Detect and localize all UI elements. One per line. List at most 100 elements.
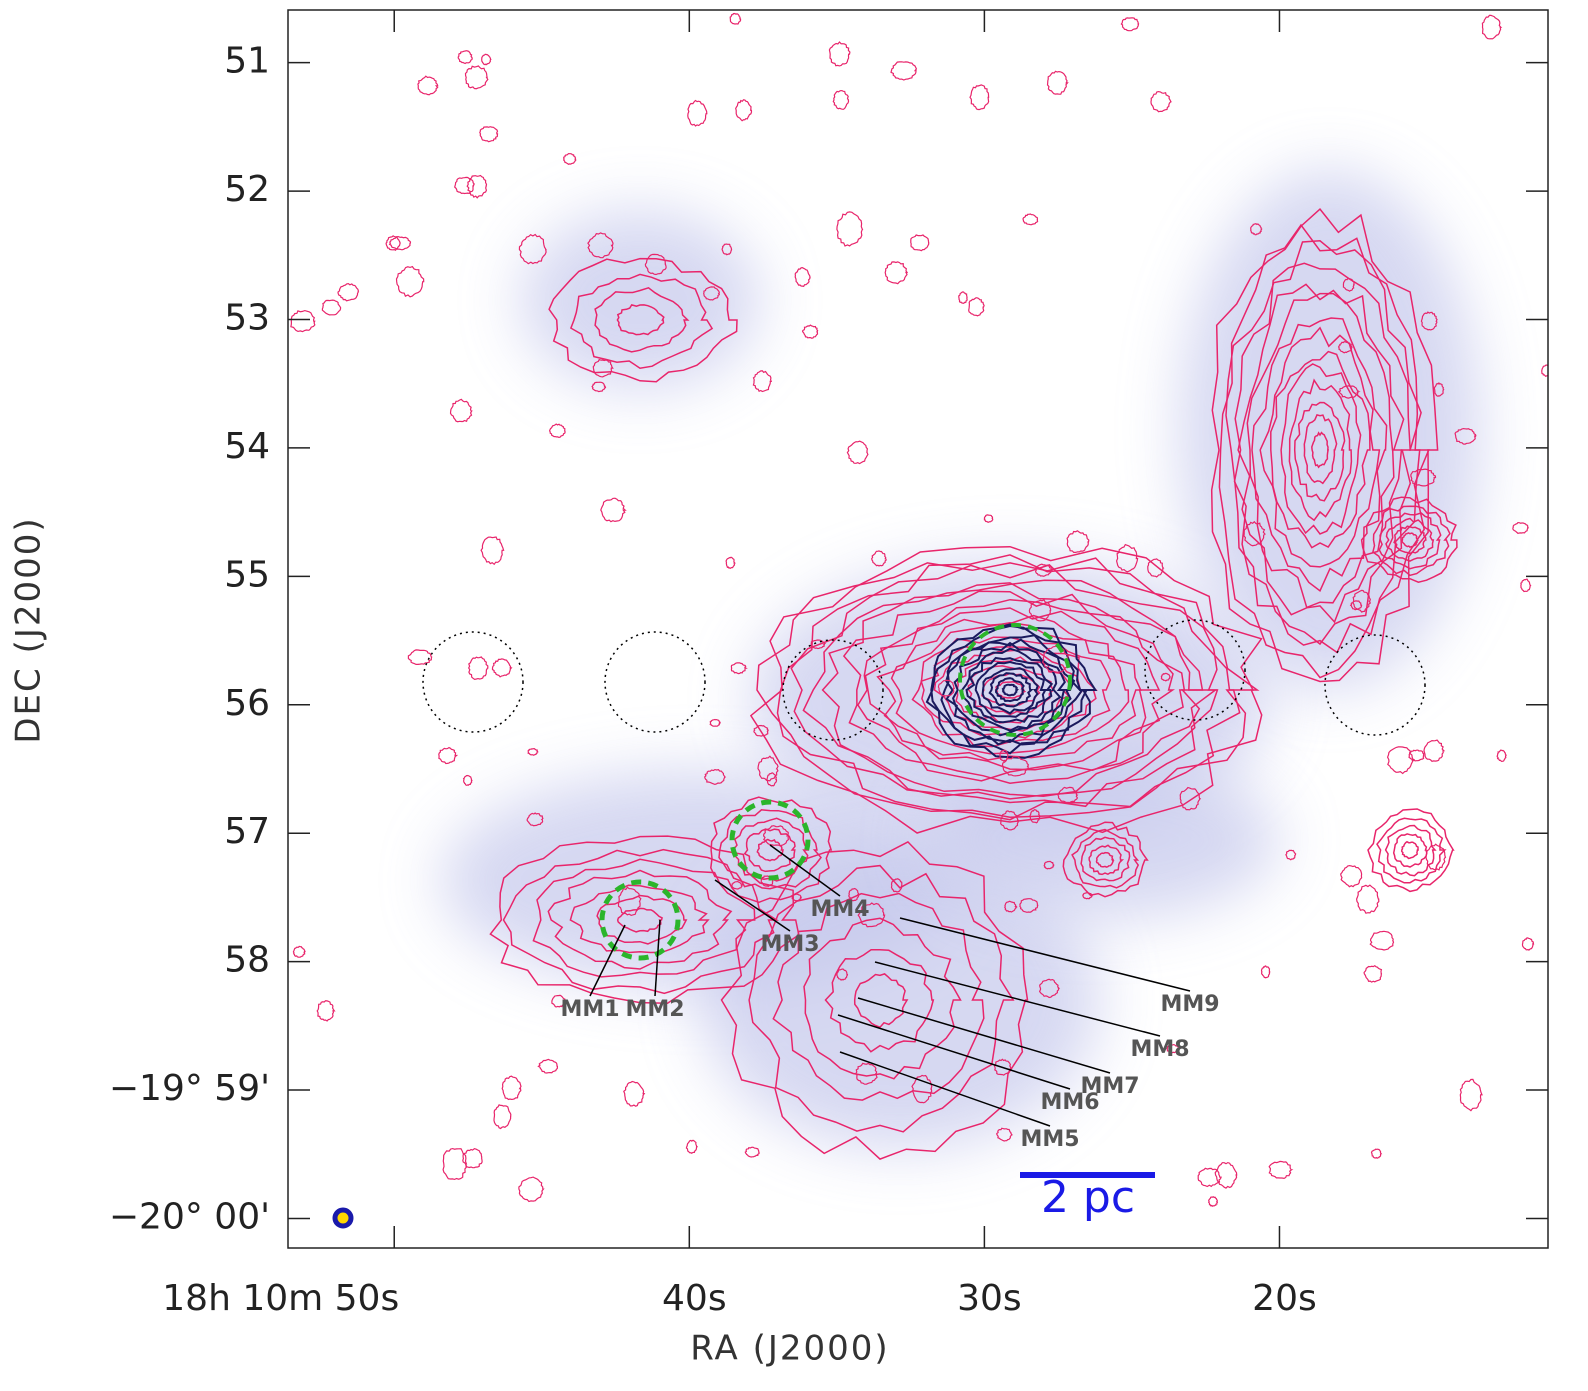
- contour: [1218, 223, 1430, 679]
- contour: [616, 907, 663, 933]
- contour: [587, 232, 614, 259]
- contour: [832, 89, 850, 110]
- contour: [1179, 786, 1202, 811]
- y-tick-label: −20° 00': [109, 1196, 270, 1237]
- contour: [1000, 810, 1020, 831]
- contour: [462, 1148, 483, 1169]
- contour: [1233, 262, 1412, 646]
- contour: [563, 152, 577, 165]
- contour: [890, 621, 1130, 755]
- contour: [993, 1058, 1012, 1076]
- contour: [442, 1147, 468, 1181]
- contour: [940, 634, 1085, 746]
- contour: [1425, 843, 1447, 871]
- contour: [1022, 213, 1039, 226]
- contour: [501, 1075, 522, 1101]
- contour: [890, 878, 903, 893]
- contour: [1066, 530, 1090, 553]
- contour: [911, 636, 1112, 748]
- contour: [1367, 808, 1455, 893]
- contour: [479, 126, 499, 143]
- contour: [981, 667, 1039, 715]
- contour: [857, 598, 1176, 782]
- contour: [1392, 833, 1428, 868]
- contour: [729, 12, 742, 25]
- contour: [1046, 70, 1069, 95]
- contour: [1384, 824, 1437, 877]
- contour: [1260, 965, 1271, 979]
- contour: [600, 497, 627, 523]
- contour: [802, 579, 1218, 800]
- y-tick-label: 55: [224, 554, 270, 595]
- contour: [801, 324, 819, 339]
- contour: [292, 945, 306, 958]
- y-axis-label: DEC (J2000): [9, 516, 49, 743]
- contour: [720, 840, 1029, 1160]
- contour: [1246, 292, 1395, 609]
- contour: [1401, 840, 1419, 860]
- contour: [1459, 1078, 1483, 1112]
- x-axis-label: RA (J2000): [690, 1329, 889, 1369]
- contour: [569, 273, 714, 369]
- contour: [753, 724, 769, 737]
- contour: [757, 755, 779, 782]
- contour: [1420, 311, 1438, 331]
- contour: [925, 623, 1098, 759]
- contour: [876, 614, 1142, 761]
- contour: [1038, 978, 1061, 999]
- contour: [1378, 512, 1442, 570]
- contour: [594, 286, 690, 353]
- contour: [842, 590, 1186, 784]
- contour: [857, 902, 886, 928]
- contour: [1423, 739, 1446, 762]
- contour: [756, 838, 784, 862]
- contour: [1288, 378, 1353, 522]
- contour: [1360, 496, 1458, 583]
- contour: [1237, 283, 1405, 624]
- contour: [721, 243, 733, 256]
- contour: [790, 564, 1219, 808]
- contour: [1481, 14, 1503, 40]
- contour: [1454, 427, 1477, 445]
- x-tick-label: 30s: [957, 1278, 1022, 1319]
- contour: [1408, 749, 1425, 762]
- contour: [1071, 828, 1140, 889]
- contour: [1293, 401, 1346, 502]
- contour: [569, 884, 710, 954]
- contour: [911, 1074, 933, 1104]
- contour: [743, 828, 796, 873]
- contour: [968, 297, 985, 317]
- emission: [520, 210, 760, 390]
- contour: [848, 887, 860, 902]
- contour: [1001, 683, 1019, 697]
- contour: [468, 656, 489, 681]
- contour: [462, 774, 473, 786]
- contour: [1147, 558, 1165, 578]
- contour: [1214, 1161, 1238, 1189]
- contour: [1355, 884, 1380, 914]
- contour: [1376, 817, 1447, 884]
- contour: [1372, 505, 1451, 577]
- contour: [945, 638, 1076, 744]
- source-label: MM5: [1020, 1127, 1079, 1152]
- contour: [730, 880, 743, 890]
- contour: [1080, 836, 1131, 882]
- contour: [744, 1146, 760, 1158]
- x-tick-label: 40s: [662, 1278, 727, 1319]
- source-label: MM4: [810, 897, 869, 922]
- contour: [969, 84, 990, 111]
- source-pointer: [874, 961, 1161, 1037]
- contour: [1311, 431, 1329, 469]
- contour: [1250, 223, 1263, 236]
- source-label: MM2: [625, 997, 684, 1022]
- plot-frame: [287, 9, 1549, 1249]
- contour: [983, 514, 994, 523]
- contour: [1001, 756, 1030, 777]
- contour: [890, 61, 918, 81]
- contour: [1029, 809, 1041, 824]
- source-pointer: [839, 1051, 1051, 1127]
- contour: [703, 286, 721, 301]
- contour: [1520, 578, 1532, 593]
- contour: [836, 968, 849, 981]
